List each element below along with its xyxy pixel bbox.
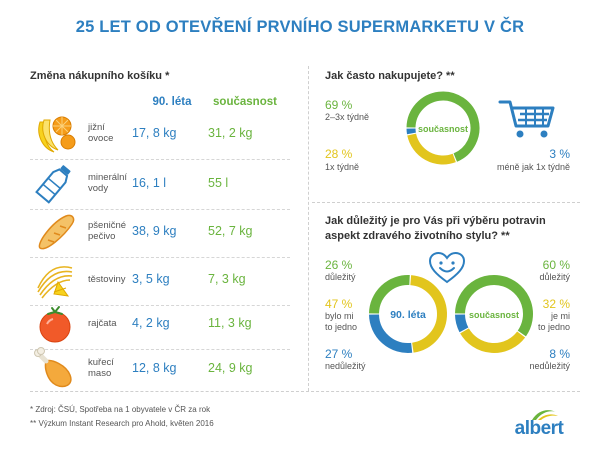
basket-row-value-now: 7, 3 kg — [208, 272, 246, 286]
basket-row-label: pšeničné pečivo — [88, 220, 127, 242]
health-heading: Jak důležitý je pro Vás při výběru potra… — [325, 215, 546, 242]
footnote-1: * Zdroj: ČSÚ, Spotřeba na 1 obyvatele v … — [30, 405, 211, 414]
vertical-divider — [308, 66, 310, 391]
basket-row-label: těstoviny — [88, 274, 126, 285]
now-pct-3: 8 % — [549, 347, 570, 361]
freq-pct-3: 3 % — [549, 147, 570, 161]
footnote-2: ** Výzkum Instant Research pro Ahold, kv… — [30, 419, 214, 428]
basket-row-label: jižní ovoce — [88, 122, 114, 144]
basket-row: těstoviny 3, 5 kg 7, 3 kg — [30, 256, 290, 306]
row-separator — [30, 305, 290, 306]
albert-logo-text: albert — [514, 418, 564, 439]
basket-row-label: rajčata — [88, 318, 117, 329]
row-separator — [30, 159, 290, 160]
basket-row: rajčata 4, 2 kg 11, 3 kg — [30, 300, 290, 350]
past-pct-3: 27 % — [325, 347, 353, 361]
frequency-donut-label: současnost — [418, 124, 468, 134]
heart-smile-icon — [428, 252, 466, 284]
basket-row: kuřecí maso 12, 8 kg 24, 9 kg — [30, 345, 290, 395]
frequency-heading: Jak často nakupujete? ** — [325, 70, 455, 82]
footer-divider — [30, 391, 580, 392]
tomato-icon — [32, 302, 78, 346]
basket-row-label: kuřecí maso — [88, 357, 114, 379]
basket-row-value-90s: 12, 8 kg — [132, 361, 177, 375]
basket-row-value-now: 55 l — [208, 176, 229, 190]
past-label-2: bylo mi to jedno — [325, 311, 358, 332]
donut-segment — [455, 314, 469, 333]
chicken-leg-icon — [32, 347, 78, 391]
freq-label-3: méně jak 1x týdně — [496, 162, 570, 172]
basket-heading: Změna nákupního košíku * — [30, 70, 170, 82]
freq-label-1: 2–3x týdně — [325, 112, 370, 122]
right-section-divider — [312, 202, 580, 203]
now-label-3: nedůležitý — [529, 361, 570, 371]
bread-icon — [32, 210, 78, 254]
now-label-2: je mi to jedno — [537, 311, 570, 332]
basket-row-value-90s: 16, 1 l — [132, 176, 167, 190]
shopping-cart-icon — [498, 100, 555, 138]
albert-logo-mark — [532, 410, 558, 420]
page-title: 25 LET OD OTEVŘENÍ PRVNÍHO SUPERMARKETU … — [75, 18, 525, 36]
donut-segment — [406, 91, 480, 162]
basket-row-value-now: 52, 7 kg — [208, 224, 253, 238]
past-label-1: důležitý — [325, 272, 356, 282]
donut-segment — [407, 133, 456, 165]
freq-pct-2: 28 % — [325, 147, 353, 161]
basket-row-label: minerální vody — [88, 172, 128, 194]
water-bottle-icon — [32, 162, 78, 206]
freq-pct-1: 69 % — [325, 98, 353, 112]
now-donut-label: současnost — [469, 310, 519, 320]
basket-row: pšeničné pečivo 38, 9 kg 52, 7 kg — [30, 208, 290, 258]
row-separator — [30, 349, 290, 350]
frequency-donut: současnost — [406, 91, 480, 165]
past-donut: 90. léta — [369, 275, 447, 353]
basket-row: minerální vody 16, 1 l 55 l — [30, 160, 290, 210]
past-donut-label: 90. léta — [390, 309, 426, 321]
basket-row: jižní ovoce 17, 8 kg 31, 2 kg — [30, 110, 290, 160]
fruit-icon — [32, 112, 78, 156]
donut-segment — [460, 328, 526, 353]
past-label-3: nedůležitý — [325, 361, 366, 371]
now-donut: současnost — [455, 275, 533, 353]
now-pct-1: 60 % — [542, 258, 570, 272]
basket-row-value-90s: 4, 2 kg — [132, 316, 170, 330]
donut-segment — [410, 275, 447, 353]
column-header-now: současnost — [213, 96, 277, 108]
basket-row-value-90s: 38, 9 kg — [132, 224, 177, 238]
donut-segment — [369, 314, 413, 353]
basket-row-value-now: 11, 3 kg — [208, 316, 252, 330]
row-separator — [30, 257, 290, 258]
basket-row-value-now: 31, 2 kg — [208, 126, 253, 140]
donut-segment — [369, 275, 410, 314]
basket-row-value-now: 24, 9 kg — [208, 361, 253, 375]
now-label-1: důležitý — [539, 272, 570, 282]
row-separator — [30, 209, 290, 210]
basket-row-value-90s: 3, 5 kg — [132, 272, 170, 286]
donut-segment — [455, 275, 533, 337]
albert-logo: albert — [508, 406, 570, 442]
basket-row-value-90s: 17, 8 kg — [132, 126, 177, 140]
column-header-90s: 90. léta — [152, 96, 192, 108]
now-pct-2: 32 % — [542, 297, 570, 311]
past-pct-1: 26 % — [325, 258, 353, 272]
pasta-icon — [32, 258, 78, 302]
past-pct-2: 47 % — [325, 297, 353, 311]
freq-label-2: 1x týdně — [325, 162, 360, 172]
